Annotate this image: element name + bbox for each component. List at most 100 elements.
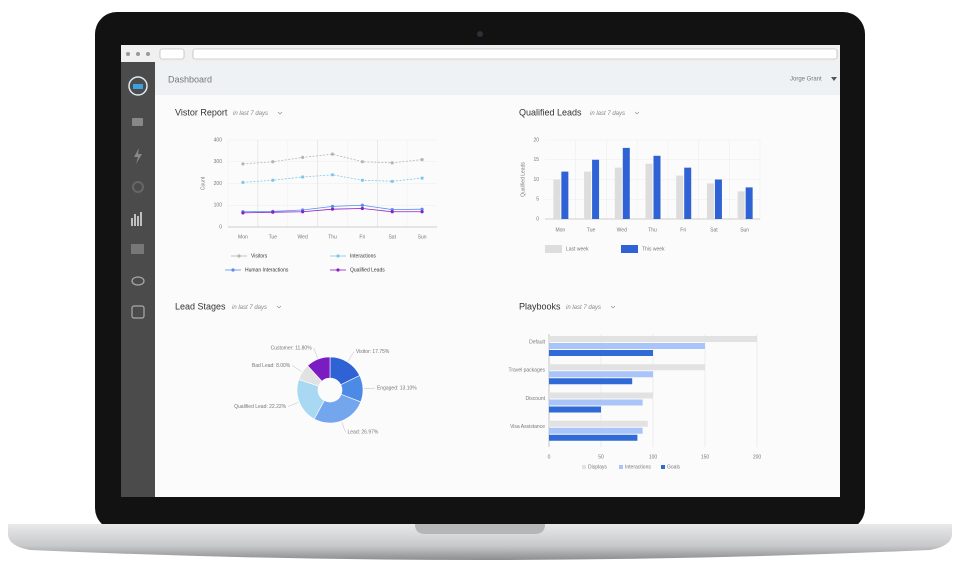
legend-label: Human Interactions <box>245 267 289 273</box>
panel-subtitle: in last 7 days <box>566 305 601 311</box>
bar <box>738 191 745 219</box>
point <box>271 211 274 214</box>
x-tick-label: Tue <box>587 227 596 233</box>
window-dot <box>136 52 140 56</box>
y-axis-label: Qualified Leads <box>520 162 526 197</box>
y-tick-label: 400 <box>214 137 223 143</box>
x-tick-label: Thu <box>648 227 657 233</box>
y-tick-label: 0 <box>219 224 222 230</box>
bar <box>592 160 599 219</box>
legend-marker <box>336 254 339 257</box>
x-tick-label: 0 <box>548 454 551 460</box>
point <box>241 211 244 214</box>
bar <box>549 364 705 370</box>
legend-swatch <box>621 245 638 253</box>
page-title: Dashboard <box>168 74 212 84</box>
sidebar <box>121 62 155 497</box>
slice-label: Visitor: 17.75% <box>356 349 390 355</box>
bar <box>549 393 653 399</box>
window-dot <box>146 52 150 56</box>
legend-label: Visitors <box>251 253 268 259</box>
point <box>420 176 423 179</box>
legend-swatch <box>582 465 586 469</box>
legend-label: Qualified Leads <box>350 267 385 273</box>
y-tick-label: 20 <box>533 137 539 143</box>
point <box>301 210 304 213</box>
bar <box>549 421 648 427</box>
nav-icon[interactable] <box>131 244 144 254</box>
nav-buttons[interactable] <box>160 49 184 59</box>
bar <box>549 428 643 434</box>
point <box>331 173 334 176</box>
bar <box>676 176 683 219</box>
point <box>241 181 244 184</box>
legend-label: Goals <box>667 464 681 470</box>
y-tick-label: 10 <box>533 177 539 183</box>
point <box>361 179 364 182</box>
logo-mark <box>133 84 143 89</box>
header-bar <box>155 62 840 95</box>
point <box>391 180 394 183</box>
window-dot <box>126 52 130 56</box>
x-tick-label: Sun <box>418 234 427 240</box>
x-tick-label: Fri <box>680 227 686 233</box>
legend-marker <box>231 268 234 271</box>
y-tick-label: 15 <box>533 157 539 163</box>
user-name[interactable]: Jorge Grant <box>790 77 822 83</box>
bar <box>746 187 753 219</box>
bar <box>549 378 632 384</box>
x-tick-label: Mon <box>555 227 565 233</box>
slice-label: Qualified Lead: 22.22% <box>234 404 287 410</box>
panel-subtitle: in last 7 days <box>232 305 267 311</box>
point <box>271 179 274 182</box>
legend-label: This week <box>642 246 665 252</box>
legend-label: Interactions <box>625 464 651 470</box>
bar <box>646 164 653 219</box>
bar <box>684 168 691 219</box>
notch <box>415 524 545 534</box>
x-tick-label: Thu <box>328 234 337 240</box>
point <box>301 156 304 159</box>
screen <box>121 45 840 497</box>
point <box>331 205 334 208</box>
legend-label: Displays <box>588 464 607 470</box>
bar <box>549 371 653 377</box>
x-tick-label: Sat <box>388 234 396 240</box>
bar <box>553 180 560 220</box>
bar <box>549 435 637 441</box>
bar <box>549 343 705 349</box>
panel-title: Qualified Leads <box>519 107 582 117</box>
x-tick-label: Wed <box>298 234 308 240</box>
bar <box>584 172 591 219</box>
bar <box>707 183 714 219</box>
point <box>420 158 423 161</box>
bar <box>549 400 643 406</box>
bar <box>549 350 653 356</box>
point <box>271 160 274 163</box>
bar <box>623 148 630 219</box>
slice-label: Bad Lead: 8.00% <box>252 363 291 369</box>
x-tick-label: 150 <box>701 454 710 460</box>
point <box>361 204 364 207</box>
bar <box>654 156 661 219</box>
slice-label: Lead: 26.97% <box>347 430 378 436</box>
nav-icon[interactable] <box>132 118 143 126</box>
address-bar[interactable] <box>193 49 837 59</box>
panel-subtitle: in last 7 days <box>233 111 268 117</box>
x-tick-label: 50 <box>598 454 604 460</box>
legend-marker <box>237 254 240 257</box>
y-tick-label: 300 <box>214 159 223 165</box>
point <box>331 153 334 156</box>
legend-swatch <box>661 465 665 469</box>
x-tick-label: Fri <box>359 234 365 240</box>
panel-subtitle: in last 7 days <box>590 111 625 117</box>
x-tick-label: Wed <box>617 227 627 233</box>
bar <box>715 180 722 220</box>
point <box>331 208 334 211</box>
camera <box>477 31 483 37</box>
y-tick-label: Default <box>529 339 545 345</box>
slice-label: Engaged: 13.10% <box>377 385 417 391</box>
y-tick-label: 100 <box>214 203 223 209</box>
y-tick-label: Visa Assistance <box>510 424 545 430</box>
